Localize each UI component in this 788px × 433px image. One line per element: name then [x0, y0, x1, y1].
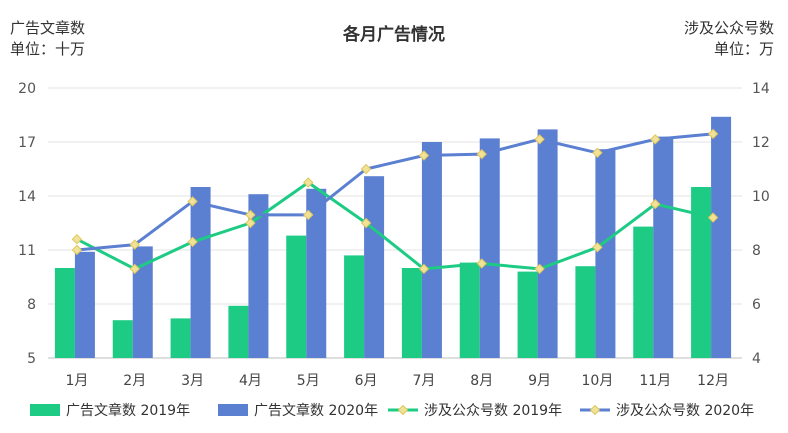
bar-2020 [595, 149, 616, 358]
x-tick-label: 10月 [582, 373, 614, 389]
bar-2019 [517, 271, 538, 358]
bar-2019 [691, 187, 712, 358]
right-tick-label: 12 [752, 135, 770, 151]
legend-label: 涉及公众号数 2019年 [424, 403, 562, 419]
line-point-marker [71, 233, 83, 245]
left-tick-label: 14 [18, 189, 36, 205]
left-axis-title: 广告文章数 单位：十万 [10, 18, 85, 60]
bar-2019 [286, 235, 307, 358]
right-axis-unit: 单位：万 [713, 40, 774, 58]
bar-2020 [190, 187, 211, 358]
left-tick-label: 20 [18, 81, 36, 97]
legend-marker [589, 404, 601, 416]
legend-label: 涉及公众号数 2020年 [616, 403, 754, 419]
line-point-marker [592, 147, 603, 159]
bar-2020 [653, 136, 674, 358]
line-series-2019 [76, 181, 714, 271]
left-axis-unit: 单位：十万 [10, 40, 86, 58]
x-tick-label: 12月 [697, 373, 729, 389]
line-point-marker [418, 150, 430, 161]
bar-2020 [74, 251, 95, 358]
line-point-marker [187, 236, 198, 248]
line-point-marker [360, 217, 372, 229]
legend-label: 广告文章数 2020年 [254, 402, 378, 419]
right-tick-label: 14 [752, 81, 770, 97]
left-tick-label: 5 [27, 351, 36, 367]
line-point-marker [707, 212, 719, 223]
legend-label: 广告文章数 2019年 [66, 402, 190, 419]
bar-2019 [344, 255, 365, 358]
right-tick-label: 8 [752, 243, 761, 259]
line-point-marker [129, 263, 140, 275]
legend-swatch [30, 404, 60, 416]
x-tick-label: 8月 [470, 373, 493, 389]
bar-2019 [575, 266, 596, 358]
bar-2019 [459, 262, 480, 358]
bar-2020 [421, 142, 442, 358]
line-point-marker [476, 148, 487, 160]
line-point-marker [534, 134, 545, 145]
x-tick-label: 9月 [528, 373, 551, 389]
line-point-marker [360, 163, 372, 175]
line-series-2020 [76, 132, 714, 252]
line-point-marker [71, 244, 83, 256]
line-point-marker [245, 209, 256, 221]
bar-2020 [479, 138, 500, 358]
line-point-marker [650, 198, 661, 210]
bar-2020 [537, 129, 558, 358]
bar-2020 [364, 176, 385, 358]
right-tick-label: 6 [752, 297, 761, 313]
x-tick-label: 3月 [181, 373, 204, 389]
bar-2020 [248, 194, 269, 358]
x-tick-label: 11月 [639, 373, 671, 389]
x-tick-label: 7月 [412, 373, 435, 389]
line-point-marker [534, 263, 545, 275]
bar-2019 [170, 318, 191, 358]
bar-2020 [306, 188, 327, 358]
line-point-marker [303, 177, 314, 188]
legend-marker [397, 404, 409, 416]
x-tick-label: 1月 [65, 373, 88, 389]
line-point-marker [707, 128, 719, 140]
chart-title: 各月广告情况 [343, 25, 445, 45]
line-point-marker [303, 209, 314, 221]
line-point-marker [476, 258, 487, 269]
bar-2019 [112, 320, 133, 358]
right-axis-title: 涉及公众号数 单位：万 [684, 18, 774, 60]
bar-2019 [633, 226, 654, 358]
x-tick-label: 5月 [297, 373, 320, 389]
bar-2020 [711, 116, 732, 358]
line-point-marker [129, 239, 140, 250]
x-tick-label: 6月 [355, 373, 378, 389]
x-tick-label: 2月 [123, 373, 146, 389]
line-point-marker [592, 242, 603, 253]
right-axis-label: 涉及公众号数 [683, 19, 774, 37]
line-point-marker [418, 263, 430, 275]
right-tick-label: 4 [752, 351, 761, 367]
bar-2019 [228, 305, 249, 358]
left-axis-label: 广告文章数 [10, 19, 86, 37]
line-point-marker [187, 196, 198, 207]
left-tick-label: 8 [27, 297, 36, 313]
x-tick-label: 4月 [239, 373, 262, 389]
right-tick-label: 10 [752, 189, 770, 205]
line-point-marker [245, 217, 256, 229]
left-tick-label: 11 [18, 243, 36, 259]
bar-2019 [54, 268, 75, 358]
bar-2020 [132, 246, 153, 358]
line-point-marker [650, 134, 661, 145]
left-tick-label: 17 [18, 135, 36, 151]
bar-2019 [401, 268, 422, 358]
legend-swatch [218, 404, 248, 416]
